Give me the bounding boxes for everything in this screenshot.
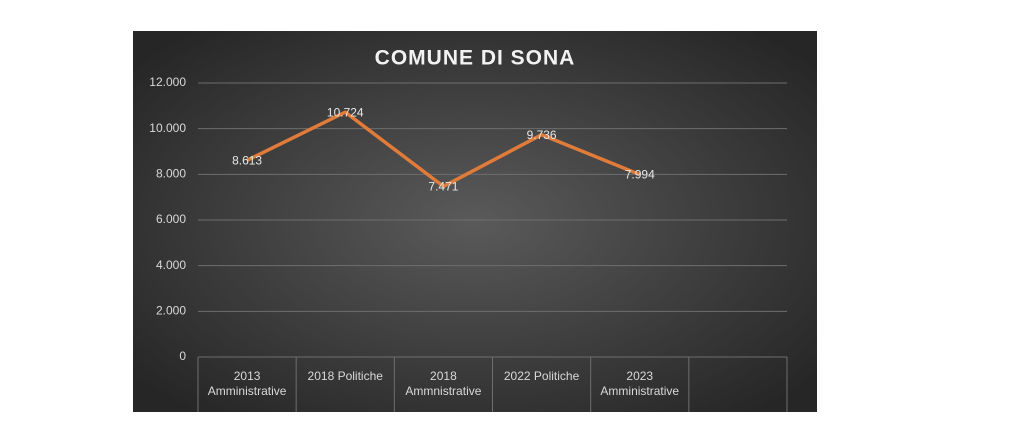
- x-tick-label: 2013 Amministrative: [207, 369, 287, 398]
- x-tick-label: 2018 Politiche: [307, 369, 383, 383]
- chart-title: COMUNE DI SONA: [375, 47, 576, 70]
- y-tick-label: 6.000: [156, 212, 186, 226]
- x-tick-label: 2018 Ammnistrative: [405, 369, 482, 398]
- y-tick-label: 2.000: [156, 304, 186, 318]
- data-label: 7.994: [625, 168, 655, 182]
- data-label: 8.613: [232, 154, 262, 168]
- y-tick-label: 10.000: [149, 121, 186, 135]
- data-line: [246, 110, 641, 189]
- y-tick-label: 8.000: [156, 167, 186, 181]
- y-tick-label: 4.000: [156, 258, 186, 272]
- y-tick-label: 12.000: [149, 75, 186, 89]
- y-tick-label: 0: [179, 349, 186, 363]
- data-label: 7.471: [428, 180, 458, 194]
- data-label: 10.724: [327, 105, 364, 119]
- data-label: 9.736: [527, 128, 557, 142]
- x-tick-label: 2023 Amministrative: [600, 369, 680, 398]
- x-tick-label: 2022 Politiche: [503, 369, 580, 383]
- chart-background: [133, 31, 817, 412]
